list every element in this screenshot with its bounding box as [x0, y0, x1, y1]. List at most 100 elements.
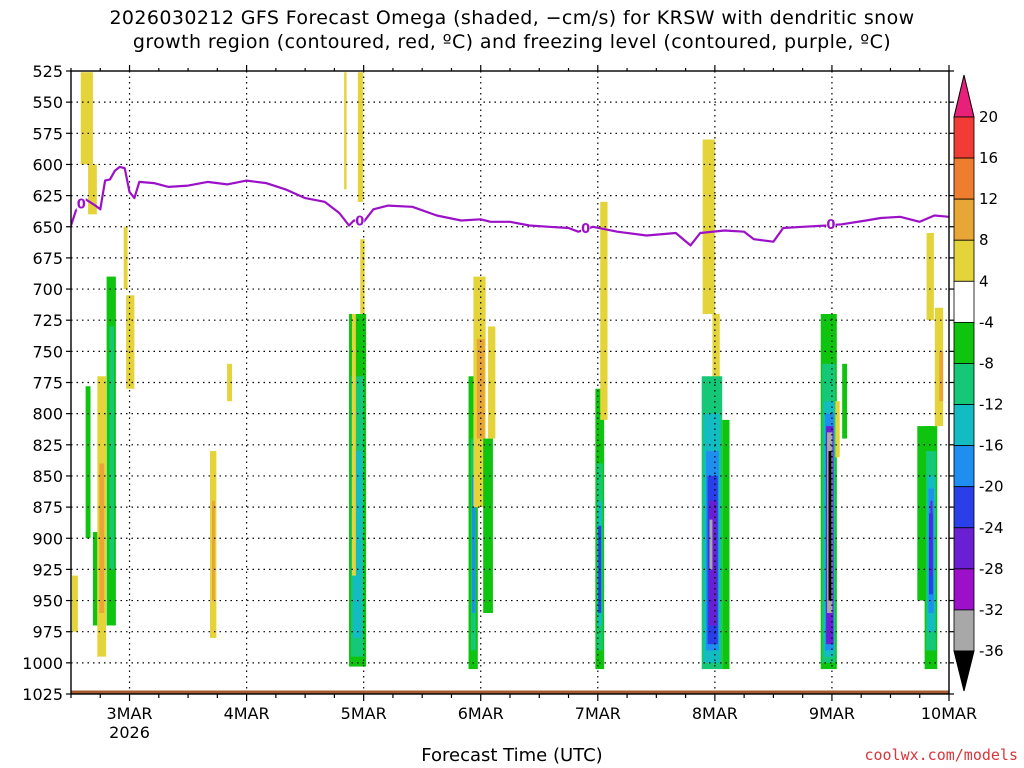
colorbar-band — [953, 280, 975, 323]
y-tick-label: 875 — [32, 498, 63, 517]
axes-layer: 525 550 575 600 625 650 675 700 725 750 775 800 825 8… — [22, 62, 977, 742]
omega-cell — [828, 451, 832, 601]
freezing-level-label: 0 — [77, 197, 86, 212]
colorbar-band — [953, 486, 975, 529]
colorbar-band — [953, 527, 975, 570]
freezing-level-layer: 0 0 0 0 — [71, 165, 949, 247]
x-tick-label: 6MAR — [458, 704, 504, 723]
y-tick-label: 775 — [32, 374, 63, 393]
omega-cell — [360, 239, 365, 346]
y-tick-label: 1000 — [22, 654, 63, 673]
omega-cell — [126, 295, 135, 389]
omega-cell — [471, 475, 476, 614]
y-tick-label: 675 — [32, 249, 63, 268]
chart-title-line-1: 2026030212 GFS Forecast Omega (shaded, −… — [109, 7, 915, 29]
y-tick-label: 975 — [32, 623, 63, 642]
colorbar-band — [953, 321, 975, 364]
colorbar-label: -16 — [979, 437, 1004, 455]
omega-cell — [476, 338, 485, 439]
colorbar-bottom-arrow — [953, 650, 975, 692]
colorbar-band — [953, 568, 975, 611]
x-tick-label: 8MAR — [692, 704, 738, 723]
y-tick-label: 850 — [32, 467, 63, 486]
chart-title-line-2: growth region (contoured, red, ºC) and f… — [132, 31, 892, 53]
colorbar-label: -8 — [979, 354, 994, 372]
colorbar-label: 8 — [979, 231, 989, 249]
y-tick-label: 750 — [32, 342, 63, 361]
colorbar-band — [953, 157, 975, 200]
omega-cell — [483, 438, 493, 614]
colorbar-top-arrow — [953, 74, 975, 118]
colorbar-band — [953, 404, 975, 447]
omega-cell — [85, 386, 91, 539]
freezing-level-line — [71, 165, 949, 247]
colorbar-band — [953, 116, 975, 159]
omega-cell — [842, 363, 848, 439]
colorbar-label: -36 — [979, 642, 1004, 660]
omega-cell — [600, 201, 608, 420]
colorbar-label: 16 — [979, 149, 998, 167]
colorbar-band — [953, 363, 975, 405]
freezing-level-label-bg — [76, 196, 86, 211]
omega-cell — [930, 500, 933, 576]
colorbar-band — [953, 445, 975, 488]
omega-cell — [123, 226, 128, 290]
omega-cell — [722, 419, 730, 670]
x-tick-label: 5MAR — [341, 704, 387, 723]
omega-cell — [934, 307, 944, 427]
freezing-level-label: 0 — [355, 214, 364, 229]
x-tick-sublabel: 2026 — [109, 723, 150, 742]
omega-cell — [709, 500, 717, 626]
freezing-level-label-bg — [581, 221, 591, 236]
chart-title: 2026030212 GFS Forecast Omega (shaded, −… — [0, 6, 1024, 54]
omega-cell — [344, 72, 347, 190]
omega-cell — [99, 463, 105, 614]
surface-terrain — [71, 690, 949, 694]
omega-cell — [80, 72, 93, 165]
grid-layer — [71, 71, 949, 694]
freezing-level-label: 0 — [826, 218, 835, 233]
x-tick-label: 9MAR — [809, 704, 855, 723]
y-tick-label: 575 — [32, 124, 63, 143]
omega-cell — [71, 575, 78, 632]
x-tick-label: 7MAR — [575, 704, 621, 723]
colorbar: 20 16 12 8 4 -4 -8 -12 -16 -20 -24 -28 -32 -36 — [953, 74, 1004, 692]
y-tick-label: 825 — [32, 436, 63, 455]
colorbar-label: -4 — [979, 313, 994, 331]
y-tick-label: 1025 — [22, 685, 63, 704]
x-axis-title: Forecast Time (UTC) — [421, 745, 603, 766]
surface-layer — [71, 690, 949, 694]
plot-frame — [70, 70, 950, 695]
freezing-level-label-bg — [826, 217, 836, 232]
credit-link[interactable]: coolwx.com/models — [864, 746, 1018, 764]
colorbar-label: 4 — [979, 272, 989, 290]
y-tick-label: 600 — [32, 155, 63, 174]
omega-cell — [712, 313, 720, 389]
omega-cell — [926, 232, 934, 321]
colorbar-band — [953, 609, 975, 652]
y-tick-label: 800 — [32, 405, 63, 424]
freezing-level-label: 0 — [581, 222, 590, 237]
y-tick-label: 900 — [32, 529, 63, 548]
omega-cell — [109, 326, 114, 570]
omega-cell — [488, 326, 496, 439]
colorbar-label: -24 — [979, 519, 1004, 537]
omega-cell — [352, 451, 362, 638]
x-tick-label: 4MAR — [224, 704, 270, 723]
omega-cell — [357, 72, 364, 202]
omega-cell — [702, 139, 715, 314]
x-tick-label: 10MAR — [921, 704, 977, 723]
y-tick-label: 525 — [32, 62, 63, 81]
colorbar-label: -32 — [979, 601, 1004, 619]
colorbar-label: -12 — [979, 396, 1004, 414]
omega-cell — [351, 313, 356, 576]
y-tick-label: 725 — [32, 311, 63, 330]
x-tick-label: 3MAR — [107, 704, 153, 723]
colorbar-band — [953, 198, 975, 241]
omega-cell — [88, 164, 97, 215]
colorbar-label: 20 — [979, 108, 998, 126]
y-tick-label: 700 — [32, 280, 63, 299]
omega-cell — [227, 363, 232, 402]
y-tick-label: 625 — [32, 187, 63, 206]
